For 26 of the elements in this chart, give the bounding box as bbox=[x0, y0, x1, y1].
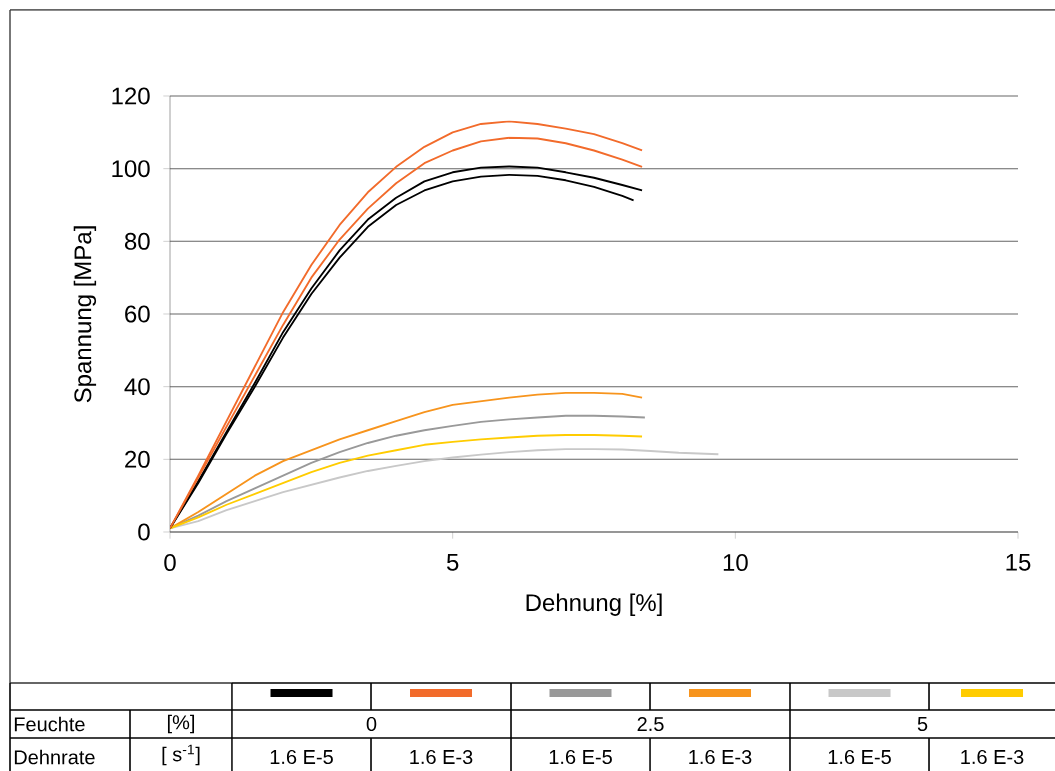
text: [%] bbox=[167, 714, 195, 734]
text: Feuchte bbox=[14, 716, 85, 732]
text: 1.6 E-3 bbox=[689, 749, 752, 765]
y-tick-label: 120 bbox=[112, 87, 150, 105]
text: Dehnrate bbox=[14, 749, 95, 765]
x-tick-label: 0 bbox=[164, 554, 176, 572]
text: 5 bbox=[917, 717, 928, 731]
y-tick-label: 100 bbox=[112, 160, 150, 178]
y-tick-label: 80 bbox=[124, 232, 150, 250]
x-axis-title: Dehnung [%] bbox=[526, 593, 662, 616]
y-tick-label: 20 bbox=[125, 450, 150, 468]
text: 1.6 E-5 bbox=[549, 749, 612, 765]
text: 1.6 E-5 bbox=[270, 749, 333, 765]
y-tick-label: 60 bbox=[125, 305, 150, 323]
x-tick-label: 5 bbox=[446, 554, 459, 571]
y-tick-label: 0 bbox=[138, 523, 150, 541]
text: 1.6 E-3 bbox=[961, 749, 1024, 765]
text: 1.6 E-3 bbox=[410, 749, 473, 765]
x-tick-label: 10 bbox=[723, 554, 748, 572]
x-tick-label: 15 bbox=[1006, 554, 1031, 571]
y-tick-label: 40 bbox=[124, 378, 150, 396]
text: 0 bbox=[366, 716, 377, 732]
text: 1.6 E-5 bbox=[828, 749, 891, 765]
text: 2.5 bbox=[637, 716, 664, 732]
text: [ s$^{-1}$] bbox=[162, 744, 200, 766]
y-axis-title: Spannung [MPa] bbox=[73, 226, 97, 403]
